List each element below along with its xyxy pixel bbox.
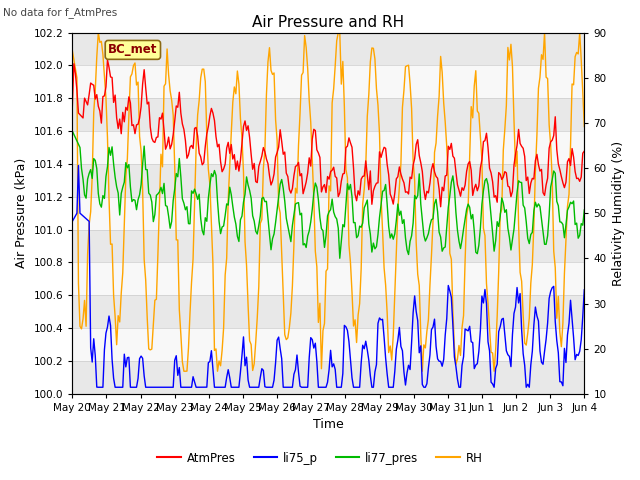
Bar xyxy=(72,328,584,361)
Bar xyxy=(72,131,584,164)
Text: BC_met: BC_met xyxy=(108,43,157,56)
Bar xyxy=(72,65,584,98)
Text: No data for f_AtmPres: No data for f_AtmPres xyxy=(3,7,118,18)
Title: Air Pressure and RH: Air Pressure and RH xyxy=(252,15,404,30)
X-axis label: Time: Time xyxy=(313,419,344,432)
Legend: AtmPres, li75_p, li77_pres, RH: AtmPres, li75_p, li77_pres, RH xyxy=(153,447,487,469)
Bar xyxy=(72,361,584,394)
Bar xyxy=(72,33,584,65)
Bar xyxy=(72,164,584,197)
Bar xyxy=(72,263,584,295)
Y-axis label: Air Pressure (kPa): Air Pressure (kPa) xyxy=(15,158,28,268)
Bar xyxy=(72,197,584,229)
Bar xyxy=(72,295,584,328)
Bar xyxy=(72,229,584,263)
Bar xyxy=(72,98,584,131)
Y-axis label: Relativity Humidity (%): Relativity Humidity (%) xyxy=(612,141,625,286)
